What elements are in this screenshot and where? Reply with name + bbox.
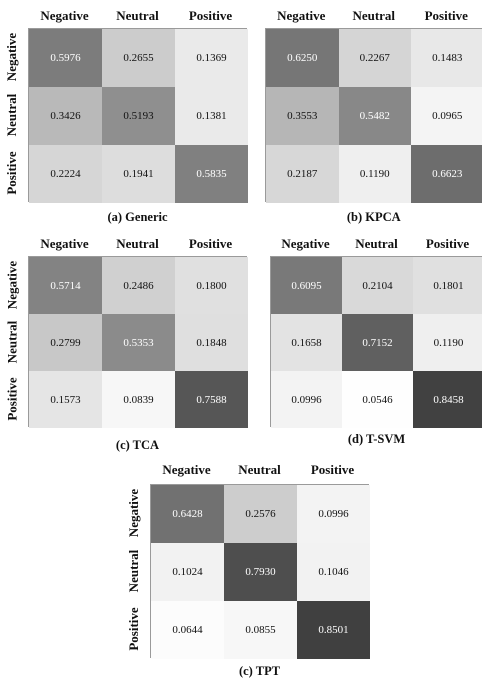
column-label: Neutral — [116, 236, 159, 251]
column-label: Positive — [188, 236, 233, 251]
matrix-cell: 0.2224 — [29, 145, 102, 203]
panel-caption: (b) KPCA — [346, 210, 401, 224]
matrix-cell: 0.0996 — [297, 485, 370, 543]
row-label: Negative — [126, 488, 141, 538]
column-label: Positive — [424, 8, 468, 23]
confusion-matrix-grid: 0.5714 0.2486 0.1800 0.2799 0.5353 0.1848 0.15… — [28, 256, 248, 428]
row-label: Positive — [126, 607, 141, 651]
matrix-cell: 0.2655 — [102, 29, 175, 87]
matrix-cell: 0.6428 — [151, 485, 224, 543]
matrix-cell: 0.6095 — [271, 257, 342, 314]
column-label: Negative — [40, 8, 89, 23]
matrix-cell: 0.8458 — [413, 371, 482, 428]
matrix-cell: 0.7930 — [224, 543, 297, 601]
matrix-cell: 0.0839 — [102, 371, 175, 428]
matrix-cell: 0.1848 — [175, 314, 248, 371]
matrix-cell: 0.2187 — [266, 145, 339, 203]
confusion-matrix-grid: 0.6428 0.2576 0.0996 0.1024 0.7930 0.1046 0.06… — [150, 484, 370, 659]
row-label: Positive — [4, 376, 19, 421]
panel-caption: (a) Generic — [107, 210, 168, 224]
column-label: Negative — [40, 236, 89, 251]
matrix-cell: 0.1941 — [102, 145, 175, 203]
matrix-cell: 0.1190 — [413, 314, 482, 371]
column-label: Positive — [425, 236, 470, 251]
matrix-cell: 0.6250 — [266, 29, 339, 87]
matrix-cell: 0.8501 — [297, 601, 370, 659]
panel-caption: (c) TPT — [238, 664, 281, 678]
matrix-cell: 0.1046 — [297, 543, 370, 601]
matrix-cell: 0.0965 — [411, 87, 482, 145]
matrix-cell: 0.2267 — [338, 29, 411, 87]
matrix-cell: 0.1573 — [29, 371, 102, 428]
row-label: Neutral — [126, 549, 141, 593]
matrix-cell: 0.0644 — [151, 601, 224, 659]
matrix-cell: 0.7588 — [175, 371, 248, 428]
matrix-cell: 0.2799 — [29, 314, 102, 371]
confusion-matrix-grid: 0.6095 0.2104 0.1801 0.1658 0.7152 0.1190 0.09… — [270, 256, 482, 428]
matrix-cell: 0.7152 — [342, 314, 413, 371]
matrix-cell: 0.6623 — [411, 145, 482, 203]
matrix-cell: 0.0546 — [342, 371, 413, 428]
matrix-cell: 0.2576 — [224, 485, 297, 543]
matrix-cell: 0.0855 — [224, 601, 297, 659]
column-label: Neutral — [116, 8, 159, 23]
matrix-cell: 0.1801 — [413, 257, 482, 314]
column-label: Negative — [277, 8, 326, 23]
matrix-cell: 0.5714 — [29, 257, 102, 314]
matrix-cell: 0.1190 — [338, 145, 411, 203]
matrix-cell: 0.1024 — [151, 543, 224, 601]
column-label: Negative — [162, 462, 211, 477]
column-label: Positive — [188, 8, 233, 23]
matrix-cell: 0.1658 — [271, 314, 342, 371]
column-label: Negative — [281, 236, 330, 251]
panel-caption: (d) T-SVM — [347, 432, 406, 446]
matrix-cell: 0.3426 — [29, 87, 102, 145]
matrix-cell: 0.3553 — [266, 87, 339, 145]
column-label: Neutral — [238, 462, 281, 477]
row-label: Neutral — [4, 93, 19, 137]
column-label: Neutral — [355, 236, 398, 251]
matrix-cell: 0.2486 — [102, 257, 175, 314]
column-label: Positive — [310, 462, 355, 477]
row-label: Negative — [4, 260, 19, 309]
column-label: Neutral — [352, 8, 396, 23]
panel-caption: (c) TCA — [115, 438, 160, 452]
row-label: Neutral — [4, 320, 19, 363]
matrix-cell: 0.2104 — [342, 257, 413, 314]
matrix-cell: 0.1381 — [175, 87, 248, 145]
matrix-cell: 0.5353 — [102, 314, 175, 371]
matrix-cell: 0.5193 — [102, 87, 175, 145]
row-label: Negative — [4, 32, 19, 82]
matrix-cell: 0.5976 — [29, 29, 102, 87]
confusion-matrix-grid: 0.5976 0.2655 0.1369 0.3426 0.5193 0.1381 0.22… — [28, 28, 248, 203]
matrix-cell: 0.5835 — [175, 145, 248, 203]
matrix-cell: 0.1369 — [175, 29, 248, 87]
matrix-cell: 0.0996 — [271, 371, 342, 428]
matrix-cell: 0.1800 — [175, 257, 248, 314]
confusion-matrix-grid: 0.6250 0.2267 0.1483 0.3553 0.5482 0.0965 0.21… — [265, 28, 482, 203]
matrix-cell: 0.5482 — [338, 87, 411, 145]
row-label: Positive — [4, 151, 19, 195]
matrix-cell: 0.1483 — [411, 29, 482, 87]
